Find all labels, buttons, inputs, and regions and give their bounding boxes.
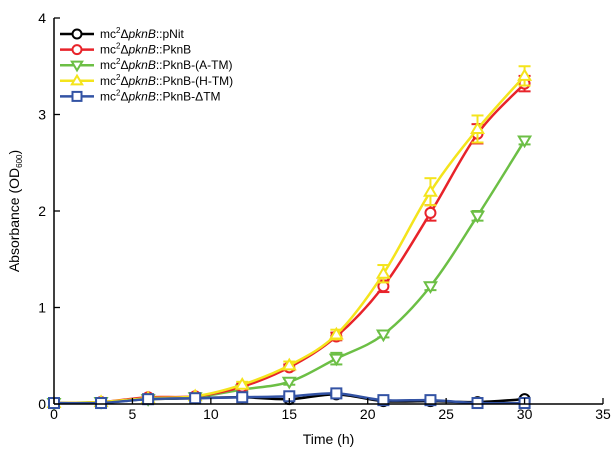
series-layer <box>46 65 533 411</box>
data-point-triangle-up <box>281 357 297 371</box>
series-line <box>53 82 526 405</box>
data-point-circle <box>71 44 83 56</box>
x-axis-title: Time (h) <box>303 431 355 447</box>
axes: 0 5 10 15 20 25 30 35 0 1 2 3 4 Time (h) Absorbance… <box>6 10 611 447</box>
data-point-square <box>142 393 155 406</box>
series-line <box>53 75 526 405</box>
legend-item-3: mc2ΔpknB::PknB-(H-TM) <box>60 73 233 88</box>
data-point-square <box>424 394 437 407</box>
data-point-triangle-down <box>470 210 486 224</box>
y-axis-title: Absorbance (OD600) <box>6 150 24 272</box>
legend-item-0: mc2ΔpknB::pNit <box>60 26 185 41</box>
legend-label: mc2ΔpknB::PknB-ΔTM <box>100 88 221 103</box>
x-tick-label: 5 <box>129 406 137 422</box>
data-point-square <box>471 397 484 410</box>
legend-label: mc2ΔpknB::PknB-(H-TM) <box>100 73 233 88</box>
legend-item-2: mc2ΔpknB::PknB-(A-TM) <box>60 57 233 73</box>
data-point-triangle-up <box>517 68 533 81</box>
legend: mc2ΔpknB::pNitmc2ΔpknB::PknBmc2ΔpknB::Pk… <box>60 26 233 103</box>
data-point-triangle-up <box>70 73 84 86</box>
y-axis-title-subscript: 600 <box>15 154 24 168</box>
y-axis-title-close: ) <box>6 150 22 155</box>
data-point-circle <box>71 28 83 40</box>
data-point-triangle-up <box>375 266 391 279</box>
data-point-square <box>189 392 202 405</box>
legend-label: mc2ΔpknB::PknB <box>100 42 191 57</box>
y-tick-label: 0 <box>38 396 46 412</box>
y-tick-label: 1 <box>38 300 46 316</box>
y-axis-title-main: Absorbance (OD <box>6 168 22 272</box>
x-tick-label: 35 <box>595 406 611 422</box>
data-point-triangle-up <box>328 326 344 340</box>
legend-label: mc2ΔpknB::pNit <box>100 26 185 41</box>
data-point-triangle-up <box>422 183 438 197</box>
data-point-square <box>71 90 83 102</box>
y-tick-label: 2 <box>38 203 46 219</box>
x-tick-label: 30 <box>517 406 533 422</box>
x-tick-label: 20 <box>360 406 376 422</box>
series-3 <box>46 65 533 409</box>
data-point-triangle-down <box>281 376 297 390</box>
legend-item-4: mc2ΔpknB::PknB-ΔTM <box>60 88 221 103</box>
x-tick-label: 0 <box>50 406 58 422</box>
data-point-triangle-down <box>422 281 438 294</box>
data-point-triangle-down <box>375 329 391 343</box>
x-axis-ticks: 0 5 10 15 20 25 30 35 <box>50 398 611 422</box>
x-tick-label: 25 <box>438 406 454 422</box>
legend-item-1: mc2ΔpknB::PknB <box>60 42 191 57</box>
data-point-square <box>95 397 108 410</box>
data-point-square <box>377 394 390 407</box>
data-point-square <box>330 387 343 400</box>
x-tick-label: 10 <box>203 406 219 422</box>
y-tick-label: 4 <box>38 10 46 26</box>
data-point-square <box>236 391 249 404</box>
y-axis-ticks: 0 1 2 3 4 <box>38 10 60 412</box>
data-point-triangle-down <box>328 353 344 367</box>
data-point-triangle-down <box>70 60 84 73</box>
data-point-triangle-down <box>517 135 533 149</box>
data-point-triangle-up <box>234 376 250 390</box>
x-tick-label: 15 <box>281 406 297 422</box>
data-point-triangle-up <box>470 121 486 134</box>
legend-label: mc2ΔpknB::PknB-(A-TM) <box>100 57 233 72</box>
y-tick-label: 3 <box>38 107 46 123</box>
data-point-circle <box>424 206 437 219</box>
